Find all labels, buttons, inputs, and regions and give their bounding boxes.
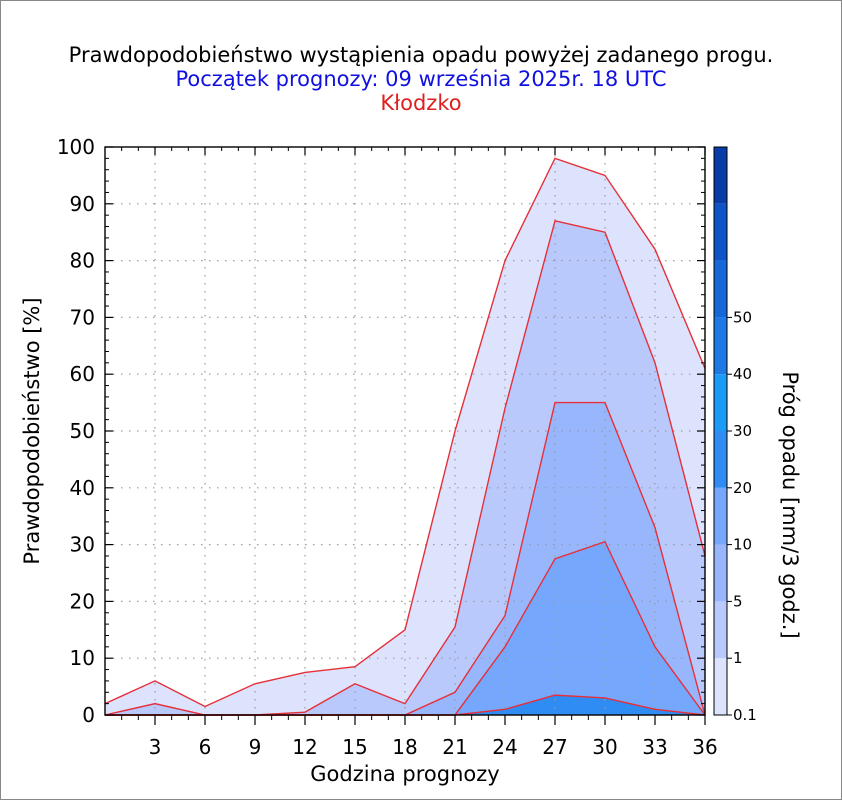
area-threshold-3 <box>105 541 705 715</box>
colorbar-band <box>714 431 727 488</box>
y-tick-label: 60 <box>70 362 95 386</box>
colorbar-label: 0.1 <box>733 706 757 724</box>
x-tick-label: 33 <box>642 735 667 759</box>
colorbar-band <box>714 317 727 375</box>
x-tick-label: 12 <box>292 735 317 759</box>
x-tick-label: 9 <box>249 735 262 759</box>
x-tick-label: 21 <box>442 735 467 759</box>
colorbar-label: 50 <box>733 308 752 326</box>
y-axis-title: Prawdopodobieństwo [%] <box>20 297 44 564</box>
y-tick-label: 40 <box>70 476 95 500</box>
y-tick-label: 0 <box>82 703 95 727</box>
colorbar-band <box>714 374 727 431</box>
colorbar-label: 5 <box>733 592 743 610</box>
colorbar-label: 1 <box>733 649 743 667</box>
forecast-start-subtitle: Początek prognozy: 09 września 2025r. 18… <box>175 67 667 91</box>
colorbar-title: Próg opadu [mm/3 godz.] <box>778 371 802 638</box>
y-tick-label: 100 <box>57 135 95 159</box>
chart-title: Prawdopodobieństwo wystąpienia opadu pow… <box>68 43 774 67</box>
colorbar-label: 40 <box>733 365 752 383</box>
x-tick-label: 15 <box>342 735 367 759</box>
colorbar-band <box>714 601 727 659</box>
colorbar-label: 30 <box>733 422 752 440</box>
location-name: Kłodzko <box>380 91 462 115</box>
y-tick-label: 30 <box>70 533 95 557</box>
colorbar-band <box>714 260 727 318</box>
colorbar-band <box>714 544 727 602</box>
x-tick-label: 24 <box>492 735 517 759</box>
x-tick-label: 27 <box>542 735 567 759</box>
x-tick-label: 18 <box>392 735 417 759</box>
threshold-line-0 <box>104 157 706 708</box>
y-tick-label: 10 <box>70 646 95 670</box>
colorbar-band <box>714 147 727 204</box>
x-tick-label: 3 <box>149 735 162 759</box>
colorbar-band <box>714 487 727 545</box>
x-tick-label: 36 <box>692 735 717 759</box>
colorbar-band <box>714 658 727 715</box>
y-tick-label: 70 <box>70 305 95 329</box>
x-axis-title: Godzina prognozy <box>310 762 499 786</box>
y-tick-label: 80 <box>70 249 95 273</box>
colorbar-label: 20 <box>733 479 752 497</box>
x-tick-label: 6 <box>199 735 212 759</box>
y-tick-label: 50 <box>70 419 95 443</box>
y-tick-label: 20 <box>70 589 95 613</box>
colorbar-label: 10 <box>733 536 752 554</box>
x-tick-label: 30 <box>592 735 617 759</box>
colorbar-band <box>714 203 727 261</box>
y-tick-label: 90 <box>70 192 95 216</box>
